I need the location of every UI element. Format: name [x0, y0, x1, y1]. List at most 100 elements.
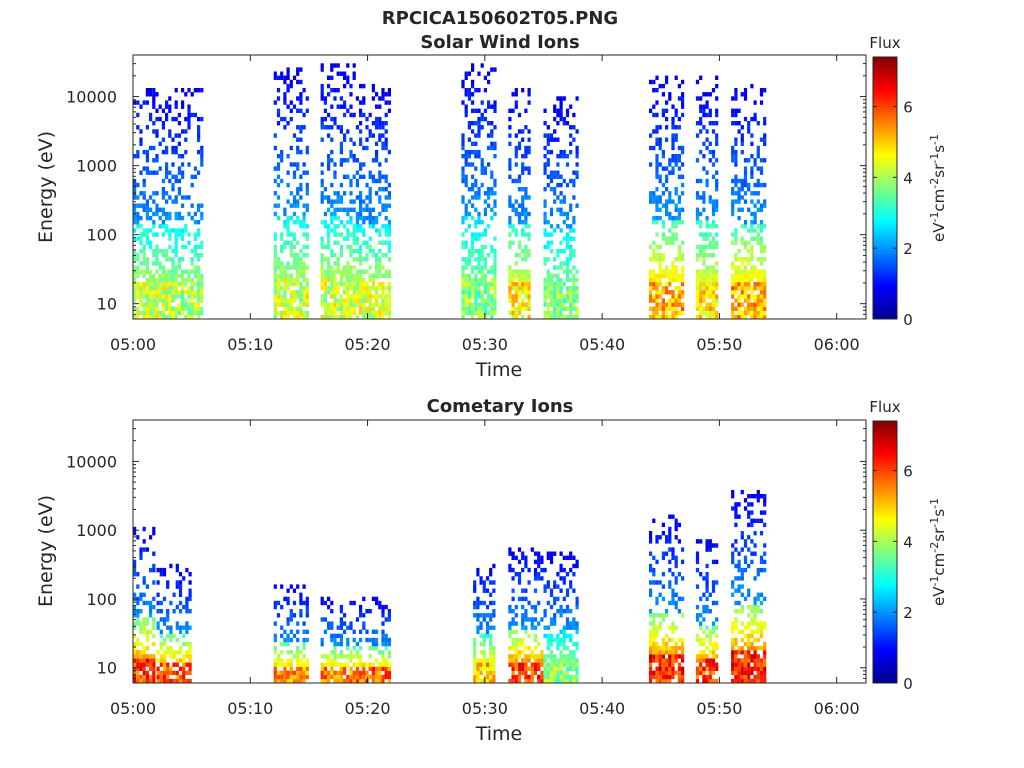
heatmap-cell [559, 314, 563, 320]
heatmap-cell [200, 286, 204, 291]
heatmap-cell [175, 584, 179, 589]
heatmap-cell [464, 203, 468, 208]
heatmap-cell [747, 547, 751, 552]
heatmap-cell [665, 269, 669, 274]
heatmap-cell [142, 178, 146, 184]
heatmap-cell [339, 149, 343, 155]
heatmap-cell [149, 170, 153, 175]
heatmap-cell [467, 310, 471, 316]
heatmap-cell [705, 306, 709, 311]
heatmap-cell [708, 310, 712, 316]
heatmap-cell [286, 67, 290, 72]
heatmap-cell [759, 158, 764, 163]
heatmap-cell [387, 650, 391, 655]
heatmap-cell [355, 269, 359, 274]
heatmap-cell [289, 281, 293, 287]
heatmap-cell [658, 662, 662, 667]
heatmap-cell [743, 567, 748, 573]
heatmap-cell [705, 277, 709, 283]
heatmap-cell [699, 248, 703, 254]
heatmap-cell [759, 633, 764, 639]
heatmap-cell [480, 232, 484, 237]
heatmap-cell [133, 286, 137, 291]
heatmap-cell [371, 678, 375, 684]
heatmap-cell [302, 298, 306, 303]
heatmap-cell [668, 281, 672, 287]
heatmap-cell [490, 277, 494, 283]
heatmap-cell [188, 662, 192, 667]
heatmap-cell [133, 273, 137, 278]
heatmap-cell [343, 100, 347, 105]
heatmap-cell [661, 298, 665, 303]
heatmap-cell [658, 306, 662, 311]
heatmap-cell [508, 224, 512, 229]
heatmap-cell [511, 629, 515, 634]
heatmap-cell [352, 273, 356, 278]
heatmap-cell [296, 584, 300, 589]
heatmap-cell [511, 674, 515, 680]
heatmap-cell [327, 654, 331, 659]
heatmap-cell [763, 158, 767, 163]
heatmap-cell [517, 654, 522, 659]
heatmap-cell [343, 310, 347, 316]
heatmap-cell [188, 666, 192, 671]
heatmap-cell [737, 129, 741, 134]
heatmap-cell [553, 116, 557, 122]
heatmap-cell [327, 670, 331, 676]
heatmap-cell [333, 121, 337, 126]
heatmap-cell [543, 310, 547, 316]
heatmap-cell [359, 310, 363, 316]
heatmap-cell [524, 187, 528, 192]
heatmap-cell [359, 290, 363, 295]
heatmap-cell [549, 224, 554, 229]
heatmap-cell [133, 290, 137, 295]
heatmap-cell [184, 137, 188, 142]
heatmap-cell [133, 257, 137, 262]
heatmap-cell [671, 166, 675, 171]
heatmap-cell [668, 662, 672, 667]
heatmap-cell [493, 125, 497, 130]
heatmap-cell [330, 625, 334, 630]
heatmap-cell [139, 674, 143, 680]
heatmap-cell [490, 286, 494, 291]
heatmap-cell [327, 162, 331, 167]
heatmap-cell [368, 211, 372, 217]
heatmap-cell [359, 129, 363, 134]
heatmap-cell [152, 96, 156, 101]
heatmap-cell [296, 261, 300, 266]
heatmap-cell [658, 195, 662, 200]
heatmap-cell [508, 654, 512, 659]
heatmap-cell [665, 125, 669, 130]
heatmap-cell [165, 116, 169, 122]
heatmap-cell [668, 290, 672, 295]
heatmap-cell [327, 166, 331, 171]
heatmap-cell [743, 191, 748, 196]
heatmap-cell [695, 613, 700, 618]
heatmap-cell [559, 286, 563, 291]
heatmap-cell [493, 277, 497, 283]
heatmap-cell [320, 617, 324, 622]
heatmap-cell [734, 621, 738, 626]
heatmap-cell [155, 108, 159, 113]
heatmap-cell [750, 641, 754, 647]
heatmap-cell [511, 302, 515, 307]
heatmap-cell [575, 310, 579, 316]
heatmap-cell [155, 298, 159, 303]
heatmap-cell [572, 273, 576, 278]
heatmap-cell [731, 112, 735, 118]
heatmap-cell [149, 658, 153, 663]
heatmap-cell [161, 281, 165, 287]
heatmap-cell [702, 637, 706, 643]
heatmap-cell [384, 145, 388, 151]
heatmap-cell [681, 265, 685, 270]
heatmap-cell [668, 637, 672, 643]
heatmap-cell [365, 678, 369, 684]
heatmap-cell [368, 294, 372, 299]
heatmap-cell [743, 539, 748, 544]
heatmap-cell [467, 261, 471, 266]
heatmap-cell [572, 302, 576, 307]
heatmap-cell [677, 215, 681, 221]
heatmap-cell [702, 207, 706, 212]
x-axis-label: Time [475, 359, 523, 381]
heatmap-cell [756, 646, 760, 651]
